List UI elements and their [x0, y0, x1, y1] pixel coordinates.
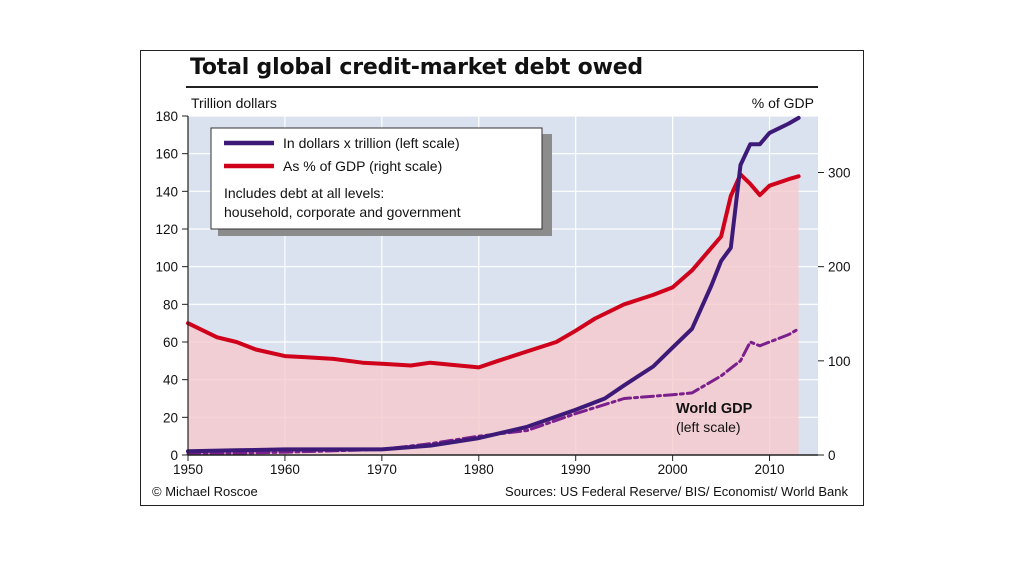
- y-left-tick-label: 100: [155, 260, 178, 275]
- x-tick-label: 1970: [367, 462, 397, 477]
- y-left-tick-label: 60: [163, 335, 178, 350]
- y-right-tick-label: 0: [828, 448, 836, 463]
- y-left-tick-label: 20: [163, 410, 178, 425]
- series-layer: [186, 115, 801, 456]
- chart-title: Total global credit-market debt owed: [190, 55, 643, 80]
- y-right-tick-label: 300: [828, 166, 851, 181]
- y-left-tick-label: 140: [155, 184, 178, 199]
- legend-note-line-2: household, corporate and government: [224, 204, 461, 220]
- y-left-tick-label: 180: [155, 109, 178, 124]
- axes-layer: 0 20 40 60 80 100 120 140 160 180 0 100 200 300 1950 19…: [155, 109, 850, 477]
- x-tick-label: 1950: [173, 462, 203, 477]
- x-tick-label: 1980: [464, 462, 494, 477]
- world-gdp-annotation-subtitle: (left scale): [676, 419, 741, 435]
- credit-text: © Michael Roscoe: [152, 484, 258, 499]
- legend-note-line-1: Includes debt at all levels:: [224, 185, 384, 201]
- world-gdp-annotation-title: World GDP: [676, 401, 753, 417]
- y-axis-left-label: Trillion dollars: [191, 95, 277, 111]
- title-rule: [186, 86, 818, 88]
- series-line-debt-dollars: [186, 115, 801, 454]
- x-tick-label: 1990: [561, 462, 591, 477]
- x-tick-label: 1960: [270, 462, 300, 477]
- x-tick-label: 2010: [755, 462, 785, 477]
- source-text: Sources: US Federal Reserve/ BIS/ Econom…: [505, 484, 848, 499]
- y-left-tick-label: 80: [163, 297, 178, 312]
- y-right-tick-label: 100: [828, 354, 851, 369]
- y-left-tick-label: 120: [155, 222, 178, 237]
- y-left-tick-label: 0: [170, 448, 178, 463]
- legend: In dollars x trillion (left scale) As % …: [210, 127, 552, 236]
- y-left-tick-label: 160: [155, 147, 178, 162]
- y-right-tick-label: 200: [828, 260, 851, 275]
- legend-entry-debt-dollars: In dollars x trillion (left scale): [283, 135, 460, 151]
- legend-entry-debt-pct-gdp: As % of GDP (right scale): [283, 158, 442, 174]
- y-left-tick-label: 40: [163, 373, 178, 388]
- x-tick-label: 2000: [658, 462, 688, 477]
- y-axis-right-label: % of GDP: [752, 95, 814, 111]
- pct-gdp-area: [188, 174, 799, 455]
